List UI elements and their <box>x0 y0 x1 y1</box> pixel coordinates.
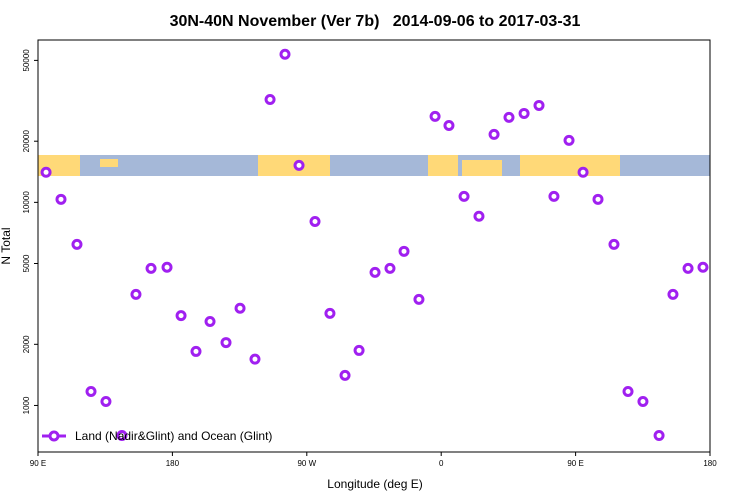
y-tick-label: 10000 <box>22 191 31 214</box>
y-tick-label: 2000 <box>22 335 31 353</box>
point <box>55 193 67 205</box>
point <box>608 238 620 250</box>
point <box>592 193 604 205</box>
point <box>175 310 187 322</box>
point <box>71 238 83 250</box>
point <box>145 262 157 274</box>
point <box>637 395 649 407</box>
chart-title: 30N-40N November (Ver 7b) 2014-09-06 to … <box>170 13 581 30</box>
point <box>279 48 291 60</box>
point <box>398 245 410 257</box>
point <box>458 190 470 202</box>
y-tick-label: 50000 <box>22 49 31 72</box>
point <box>339 369 351 381</box>
point <box>622 385 634 397</box>
legend-marker <box>48 430 60 442</box>
point <box>473 210 485 222</box>
point <box>130 288 142 300</box>
point <box>309 215 321 227</box>
x-tick-label: 180 <box>166 459 180 468</box>
x-axis-label: Longitude (deg E) <box>327 477 422 491</box>
point <box>220 337 232 349</box>
point <box>234 302 246 314</box>
point <box>503 111 515 123</box>
point <box>518 107 530 119</box>
point <box>264 93 276 105</box>
point <box>413 293 425 305</box>
x-tick-label: 90 E <box>567 459 583 468</box>
point <box>40 166 52 178</box>
point <box>369 266 381 278</box>
point <box>293 159 305 171</box>
point <box>85 385 97 397</box>
plot-frame <box>37 39 711 453</box>
point <box>249 353 261 365</box>
map-band <box>38 155 710 176</box>
point <box>653 430 665 442</box>
point <box>682 262 694 274</box>
point <box>100 395 112 407</box>
point <box>548 190 560 202</box>
point <box>204 316 216 328</box>
point <box>488 128 500 140</box>
point <box>384 262 396 274</box>
point <box>443 119 455 131</box>
y-tick-label: 1000 <box>22 396 31 414</box>
x-tick-label: 0 <box>439 459 444 468</box>
y-axis-label: N Total <box>0 227 13 264</box>
point <box>161 261 173 273</box>
x-tick-label: 180 <box>703 459 717 468</box>
x-tick-label: 90 W <box>297 459 316 468</box>
point <box>533 99 545 111</box>
y-tick-label: 20000 <box>22 130 31 153</box>
point <box>697 261 709 273</box>
y-tick-label: 5000 <box>22 254 31 272</box>
point <box>324 307 336 319</box>
point <box>667 288 679 300</box>
point <box>190 345 202 357</box>
legend-label: Land (Nadir&Glint) and Ocean (Glint) <box>75 429 272 443</box>
x-tick-label: 90 E <box>30 459 46 468</box>
point <box>353 344 365 356</box>
point <box>577 166 589 178</box>
point <box>563 134 575 146</box>
point <box>116 430 128 442</box>
point <box>429 110 441 122</box>
